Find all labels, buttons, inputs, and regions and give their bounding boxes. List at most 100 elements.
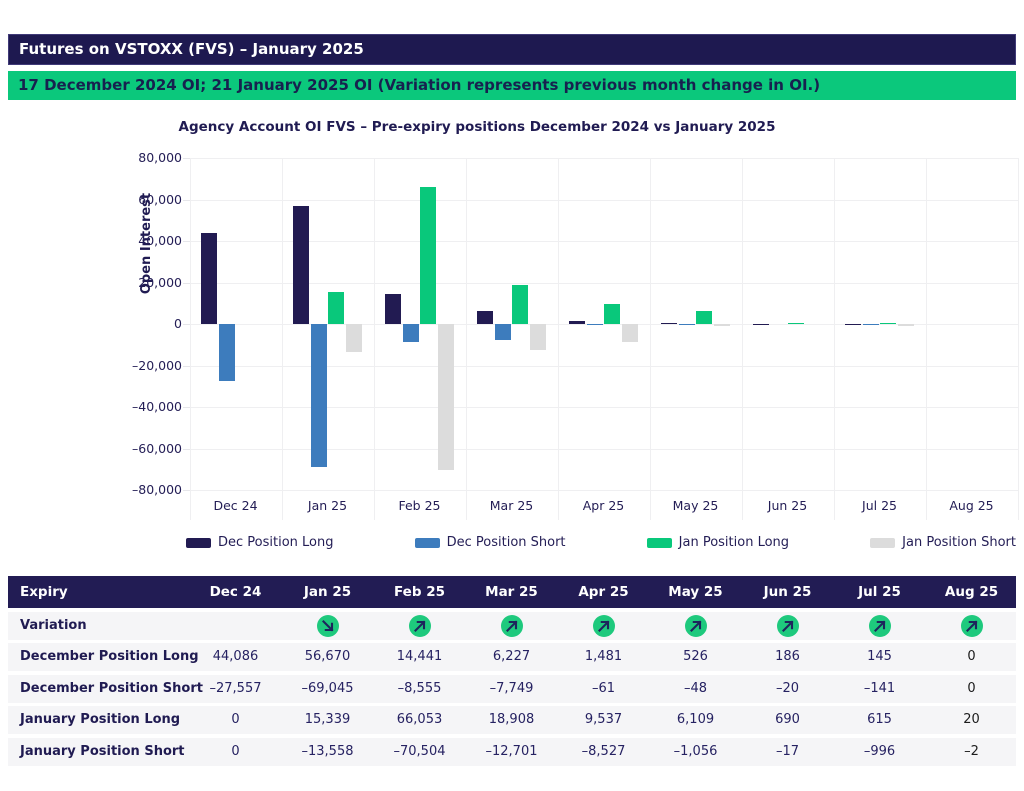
- legend-item: Jan Position Short: [870, 535, 1016, 550]
- bar: [880, 322, 897, 324]
- legend-swatch-icon: [414, 537, 440, 548]
- table-row: [8, 706, 1016, 734]
- legend-label: Dec Position Long: [218, 535, 334, 550]
- x-tick-label: Jul 25: [862, 498, 897, 513]
- x-tick-label: Jan 25: [307, 498, 348, 513]
- x-tick-label: Dec 24: [213, 498, 258, 513]
- bar: [529, 324, 546, 351]
- variation-up-right-arrow-icon: [408, 614, 431, 637]
- table-cell: –2: [964, 743, 979, 759]
- table-cell: 6,109: [676, 712, 715, 727]
- variation-up-right-arrow-icon: [868, 614, 891, 637]
- y-tick-label: 80,000: [138, 150, 182, 165]
- bar: [402, 324, 419, 342]
- table-cell: –20: [775, 680, 800, 696]
- table-cell: 0: [231, 712, 240, 727]
- chart-title: Agency Account OI FVS – Pre-expiry posit…: [178, 119, 776, 135]
- table-cell: –1,056: [673, 743, 718, 759]
- bar: [345, 324, 362, 353]
- table-row-label: January Position Long: [20, 712, 181, 727]
- table-cell: 615: [867, 712, 892, 727]
- v-gridline: [465, 158, 467, 520]
- h-gridline: [189, 158, 1018, 159]
- y-tick-mark: [183, 158, 190, 159]
- chart-legend: Dec Position Long Dec Position Short Jan P…: [186, 535, 1016, 550]
- table-header-month: Jul 25: [858, 584, 901, 600]
- y-tick-label: –60,000: [132, 440, 182, 456]
- table-header-month: Aug 25: [944, 584, 999, 600]
- table-cell: 20: [963, 712, 980, 727]
- legend-label: Dec Position Short: [446, 535, 566, 550]
- bar: [218, 324, 235, 382]
- x-tick-label: Feb 25: [398, 498, 441, 513]
- y-tick-mark: [183, 199, 190, 201]
- bar: [713, 324, 730, 327]
- bar: [385, 294, 402, 324]
- table-header-bar: [8, 576, 1016, 608]
- legend-swatch-icon: [870, 537, 896, 548]
- table-cell: 186: [775, 649, 800, 664]
- h-gridline: [189, 324, 1018, 325]
- v-gridline: [281, 158, 283, 520]
- table-cell: 44,086: [212, 649, 259, 664]
- table-header-month: Jan 25: [303, 584, 352, 600]
- table-cell: –13,558: [301, 743, 354, 759]
- v-gridline: [925, 158, 927, 520]
- table-header-month: Feb 25: [394, 584, 445, 600]
- y-tick-mark: [183, 490, 190, 491]
- h-gridline: [189, 199, 1018, 201]
- table-cell: –70,504: [393, 743, 446, 759]
- bar: [696, 311, 713, 324]
- h-gridline: [189, 241, 1018, 242]
- x-tick-label: Jun 25: [767, 498, 808, 513]
- bar: [512, 284, 529, 324]
- variation-up-right-arrow-icon: [500, 614, 523, 637]
- table-cell: 9,537: [584, 712, 623, 727]
- table-cell: –17: [775, 743, 800, 759]
- table-cell: –48: [683, 680, 708, 696]
- table-cell: –7,749: [489, 680, 534, 696]
- h-gridline: [189, 407, 1018, 408]
- y-tick-label: 60,000: [138, 191, 182, 207]
- v-gridline: [189, 158, 191, 520]
- table-header-month: Mar 25: [485, 584, 538, 600]
- table-header-month: Apr 25: [578, 584, 629, 600]
- table-cell: –61: [591, 680, 616, 696]
- variation-up-right-arrow-icon: [684, 614, 707, 637]
- legend-item: Jan Position Long: [646, 535, 789, 550]
- table-row-label: December Position Short: [20, 680, 203, 696]
- y-tick-label: 40,000: [138, 233, 182, 248]
- bar: [604, 304, 621, 324]
- x-tick-label: Mar 25: [489, 498, 534, 513]
- v-gridline: [373, 158, 375, 520]
- y-tick-mark: [183, 448, 190, 450]
- bar: [293, 206, 310, 324]
- table-cell: 0: [231, 743, 240, 759]
- v-gridline: [833, 158, 835, 520]
- table-cell: 690: [775, 712, 800, 727]
- v-gridline: [741, 158, 743, 520]
- y-tick-mark: [183, 365, 190, 367]
- bar: [897, 324, 914, 327]
- table-header-expiry: Expiry: [20, 584, 68, 600]
- table-header-month: May 25: [668, 584, 723, 600]
- table-row: [8, 737, 1016, 766]
- bar: [420, 186, 437, 324]
- table-cell: 66,053: [396, 712, 443, 727]
- y-tick-label: 0: [174, 316, 182, 331]
- v-gridline: [557, 158, 559, 520]
- table-cell: 56,670: [304, 649, 351, 664]
- y-tick-mark: [183, 324, 190, 325]
- variation-row-label: Variation: [20, 617, 87, 633]
- table-cell: –27,557: [209, 680, 262, 696]
- legend-swatch-icon: [646, 537, 672, 548]
- legend-item: Dec Position Long: [186, 535, 334, 550]
- table-cell: –996: [863, 743, 896, 759]
- v-gridline: [1017, 158, 1019, 520]
- bar: [477, 311, 494, 324]
- y-tick-mark: [183, 282, 190, 284]
- table-cell: 526: [683, 649, 708, 664]
- bar: [494, 324, 511, 341]
- y-tick-mark: [183, 407, 190, 408]
- table-cell: 6,227: [492, 649, 531, 664]
